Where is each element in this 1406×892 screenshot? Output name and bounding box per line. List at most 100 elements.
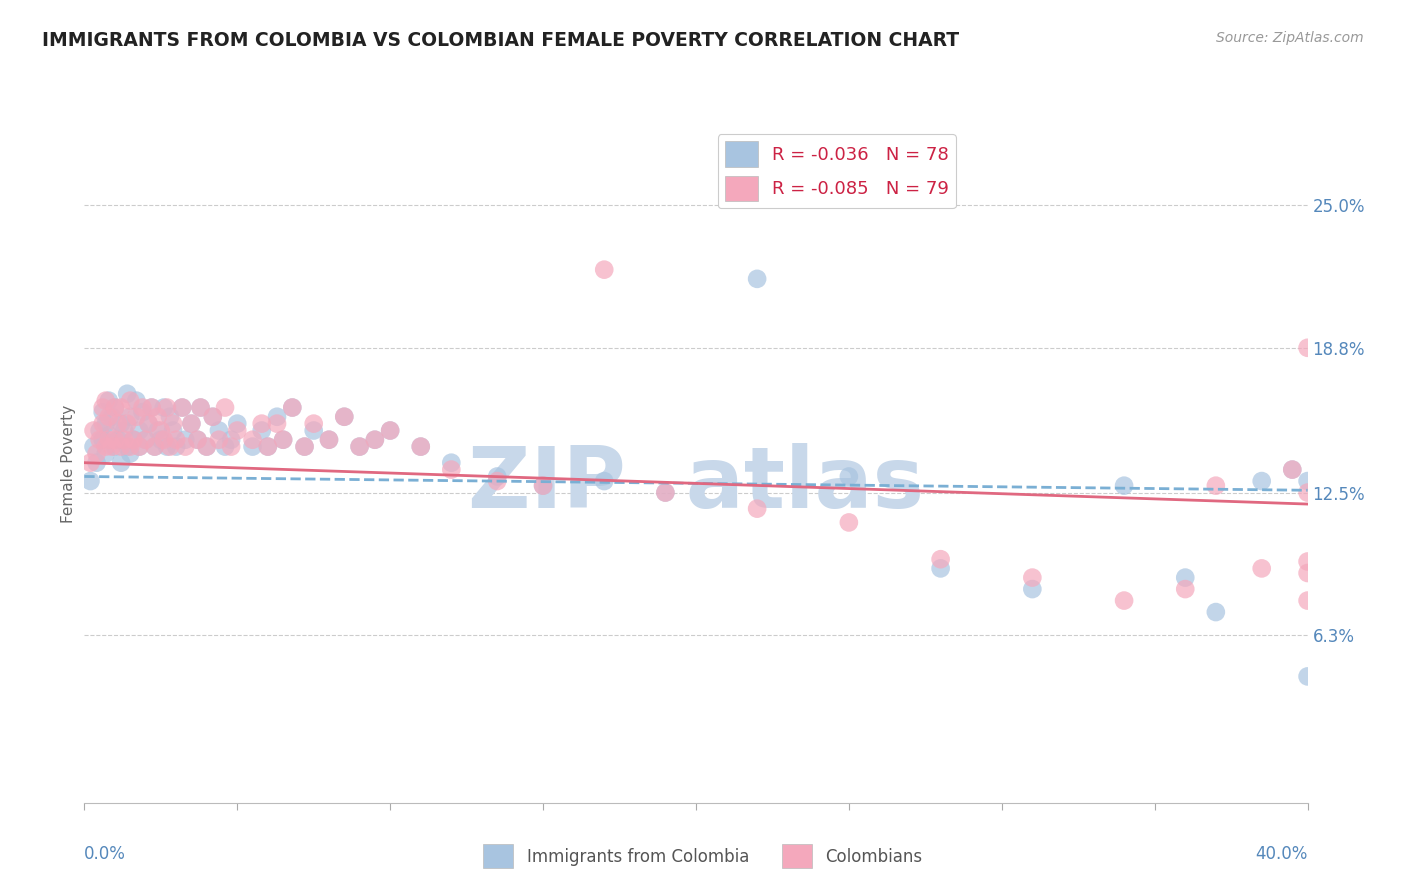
Point xyxy=(104,401,127,415)
Point xyxy=(156,440,179,454)
Point xyxy=(101,440,124,454)
Point xyxy=(79,474,101,488)
Point xyxy=(271,433,294,447)
Point xyxy=(97,409,120,424)
Point xyxy=(318,433,340,447)
Point xyxy=(1174,571,1197,585)
Point xyxy=(1296,485,1319,500)
Point xyxy=(128,424,150,438)
Point xyxy=(94,417,117,431)
Point xyxy=(226,417,249,431)
Point xyxy=(380,424,402,438)
Point xyxy=(271,433,294,447)
Point xyxy=(242,433,264,447)
Point xyxy=(94,393,117,408)
Point xyxy=(125,409,148,424)
Point xyxy=(214,440,236,454)
Point xyxy=(190,401,212,415)
Text: IMMIGRANTS FROM COLOMBIA VS COLOMBIAN FEMALE POVERTY CORRELATION CHART: IMMIGRANTS FROM COLOMBIA VS COLOMBIAN FE… xyxy=(42,31,959,50)
Point xyxy=(302,424,325,438)
Point xyxy=(1296,341,1319,355)
Point xyxy=(1021,571,1043,585)
Point xyxy=(219,440,242,454)
Point xyxy=(250,424,273,438)
Point xyxy=(86,446,108,460)
Point xyxy=(333,409,356,424)
Point xyxy=(143,440,166,454)
Text: Source: ZipAtlas.com: Source: ZipAtlas.com xyxy=(1216,31,1364,45)
Point xyxy=(110,417,132,431)
Point xyxy=(104,440,127,454)
Point xyxy=(929,561,952,575)
Point xyxy=(349,440,371,454)
Point xyxy=(83,424,105,438)
Point xyxy=(208,424,231,438)
Point xyxy=(104,433,127,447)
Point xyxy=(281,401,304,415)
Point xyxy=(97,433,120,447)
Point xyxy=(94,446,117,460)
Point xyxy=(94,440,117,454)
Point xyxy=(153,433,176,447)
Point xyxy=(242,440,264,454)
Point xyxy=(97,428,120,442)
Point xyxy=(226,424,249,438)
Point xyxy=(165,433,187,447)
Point xyxy=(153,401,176,415)
Point xyxy=(593,474,616,488)
Point xyxy=(120,393,142,408)
Point xyxy=(409,440,432,454)
Point xyxy=(531,478,554,492)
Point xyxy=(1296,474,1319,488)
Point xyxy=(380,424,402,438)
Point xyxy=(1205,605,1227,619)
Point xyxy=(91,433,114,447)
Point xyxy=(86,456,108,470)
Point xyxy=(195,440,218,454)
Point xyxy=(143,440,166,454)
Point xyxy=(110,440,132,454)
Point xyxy=(141,401,163,415)
Point xyxy=(486,469,509,483)
Y-axis label: Female Poverty: Female Poverty xyxy=(60,405,76,523)
Point xyxy=(294,440,316,454)
Point xyxy=(486,474,509,488)
Point xyxy=(302,417,325,431)
Point xyxy=(266,417,288,431)
Point xyxy=(120,409,142,424)
Point xyxy=(190,401,212,415)
Point xyxy=(593,262,616,277)
Point xyxy=(79,456,101,470)
Point xyxy=(180,417,202,431)
Point xyxy=(180,417,202,431)
Point xyxy=(1021,582,1043,596)
Point xyxy=(91,401,114,415)
Point xyxy=(120,446,142,460)
Point xyxy=(214,401,236,415)
Text: 40.0%: 40.0% xyxy=(1256,845,1308,863)
Point xyxy=(131,401,153,415)
Point xyxy=(1296,566,1319,580)
Point xyxy=(122,433,145,447)
Point xyxy=(654,485,676,500)
Point xyxy=(440,456,463,470)
Point xyxy=(208,433,231,447)
Point xyxy=(747,272,769,286)
Point xyxy=(122,433,145,447)
Point xyxy=(162,424,184,438)
Point xyxy=(1296,554,1319,568)
Point xyxy=(838,469,860,483)
Point xyxy=(1250,474,1272,488)
Point xyxy=(266,409,288,424)
Point xyxy=(1296,669,1319,683)
Point xyxy=(174,433,197,447)
Point xyxy=(172,401,194,415)
Point xyxy=(107,433,129,447)
Point xyxy=(318,433,340,447)
Point xyxy=(110,401,132,415)
Point xyxy=(115,440,138,454)
Point xyxy=(146,424,169,438)
Text: ZIP  atlas: ZIP atlas xyxy=(468,442,924,525)
Point xyxy=(138,417,160,431)
Point xyxy=(83,440,105,454)
